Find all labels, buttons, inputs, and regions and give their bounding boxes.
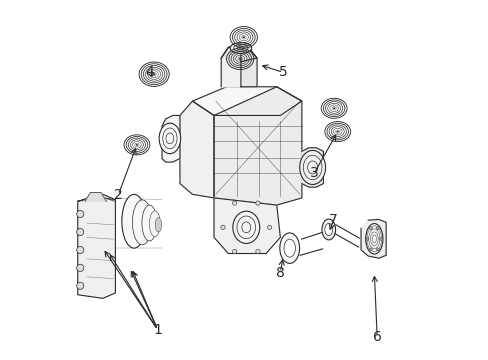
Polygon shape <box>192 87 301 116</box>
Circle shape <box>267 225 271 229</box>
Circle shape <box>376 248 378 251</box>
Circle shape <box>77 264 83 271</box>
Ellipse shape <box>122 194 146 248</box>
Ellipse shape <box>279 233 299 264</box>
Text: 8: 8 <box>275 266 284 279</box>
Text: 3: 3 <box>309 166 318 180</box>
Circle shape <box>232 249 236 254</box>
Ellipse shape <box>242 37 244 38</box>
Ellipse shape <box>336 131 338 132</box>
Polygon shape <box>85 193 106 202</box>
Circle shape <box>77 246 83 253</box>
Ellipse shape <box>142 205 157 241</box>
Polygon shape <box>180 101 214 198</box>
Text: 1: 1 <box>153 323 162 337</box>
Polygon shape <box>221 44 241 87</box>
Circle shape <box>77 211 83 218</box>
Circle shape <box>369 227 371 230</box>
Polygon shape <box>221 44 257 62</box>
Text: 7: 7 <box>328 213 337 227</box>
Text: 5: 5 <box>278 66 287 80</box>
Ellipse shape <box>239 58 241 59</box>
Text: 2: 2 <box>114 188 122 202</box>
Circle shape <box>221 225 224 229</box>
Circle shape <box>255 201 260 205</box>
Polygon shape <box>301 148 323 187</box>
Circle shape <box>255 249 260 254</box>
Polygon shape <box>78 194 115 298</box>
Circle shape <box>77 228 83 235</box>
Polygon shape <box>214 87 301 205</box>
Ellipse shape <box>324 224 332 235</box>
Circle shape <box>77 282 83 289</box>
Ellipse shape <box>284 239 295 257</box>
Ellipse shape <box>159 123 180 154</box>
Circle shape <box>369 248 371 251</box>
Ellipse shape <box>155 218 162 232</box>
Ellipse shape <box>232 211 259 243</box>
Polygon shape <box>214 198 280 253</box>
Ellipse shape <box>321 219 335 240</box>
Ellipse shape <box>299 150 325 184</box>
Ellipse shape <box>230 42 251 53</box>
Circle shape <box>366 237 368 240</box>
Circle shape <box>379 237 382 240</box>
Ellipse shape <box>136 144 138 145</box>
Ellipse shape <box>149 211 160 237</box>
Ellipse shape <box>365 224 382 254</box>
Polygon shape <box>360 220 386 258</box>
Ellipse shape <box>332 108 334 109</box>
Polygon shape <box>241 44 257 87</box>
Polygon shape <box>78 196 115 202</box>
Text: 4: 4 <box>145 66 154 80</box>
Text: 6: 6 <box>372 330 381 344</box>
Circle shape <box>376 227 378 230</box>
Ellipse shape <box>132 200 152 245</box>
Ellipse shape <box>153 73 155 75</box>
Circle shape <box>232 201 236 205</box>
Polygon shape <box>162 116 180 162</box>
